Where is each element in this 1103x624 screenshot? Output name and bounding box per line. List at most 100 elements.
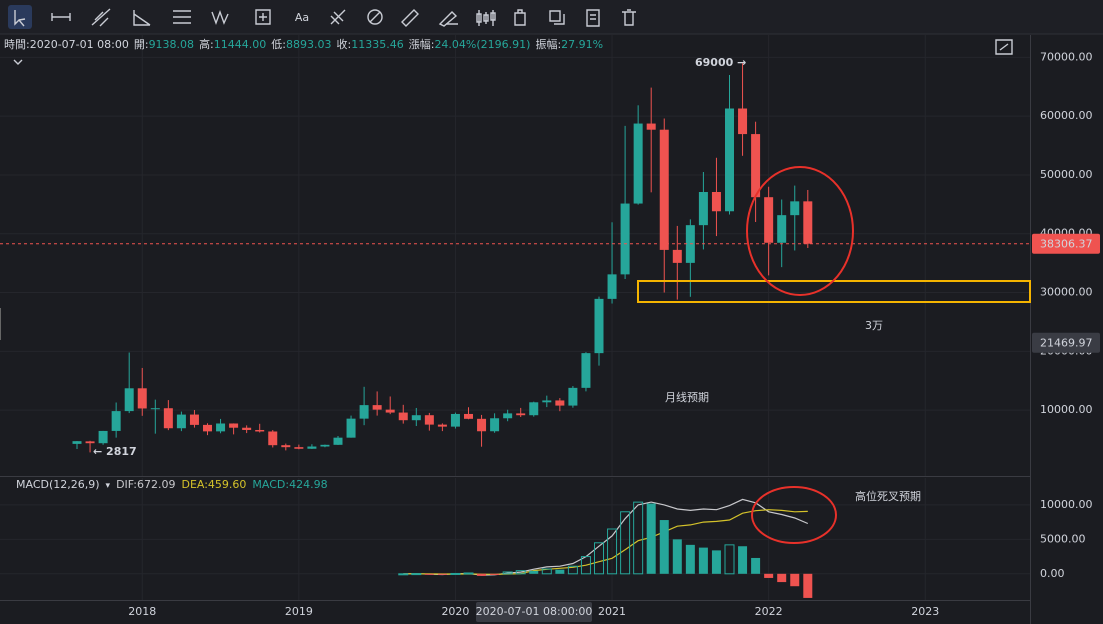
last-price-tag: [1032, 233, 1100, 254]
candle-body: [385, 409, 395, 413]
readout: MACD:424.98: [252, 478, 327, 491]
tool-lock[interactable]: [514, 9, 526, 26]
candle-body: [150, 408, 160, 410]
candle-body: [255, 429, 265, 432]
indicator-title: MACD(12,26,9): [16, 478, 100, 491]
header-label: 低:: [271, 38, 286, 51]
tool-copy[interactable]: [549, 10, 565, 25]
tool-hline[interactable]: [51, 13, 71, 21]
candle-body: [516, 413, 526, 416]
macd-histogram-bar: [398, 573, 409, 576]
x-tick-label: 2019: [285, 605, 313, 618]
last-price-label: 38306.37: [1040, 238, 1093, 251]
candle-body: [242, 427, 252, 430]
y-tick-label: 60000.00: [1040, 109, 1093, 122]
candle-body: [307, 446, 317, 449]
candle-body: [803, 201, 813, 244]
collapse-icon[interactable]: [13, 59, 23, 65]
macd-histogram-bar: [515, 570, 526, 575]
tool-pattern[interactable]: [330, 9, 346, 25]
cursor-time-tag: [476, 602, 592, 622]
macd-histogram-bar: [659, 520, 669, 574]
indicator-header: MACD(12,26,9) ▾ DIF:672.09 DEA:459.60 MACD:4…: [16, 478, 328, 491]
candle-body: [111, 411, 121, 431]
y-tick-label: 0.00: [1040, 567, 1065, 580]
header-label: 振幅:: [535, 37, 561, 51]
y-tick-label: 70000.00: [1040, 50, 1093, 63]
candle-body: [490, 418, 500, 432]
tool-brush[interactable]: [438, 11, 458, 27]
macd-histogram-bar: [555, 569, 565, 574]
y-tick-label: 50000.00: [1040, 168, 1093, 181]
macd-histogram-bar: [567, 565, 578, 575]
candle-body: [437, 424, 447, 427]
toolbar-bg: [0, 0, 1103, 34]
tool-fib[interactable]: [173, 10, 191, 24]
x-tick-label: 2021: [598, 605, 626, 618]
tool-ruler[interactable]: [401, 9, 419, 27]
macd-histogram-bar: [437, 573, 447, 575]
macd-histogram-bar: [698, 547, 708, 574]
candle-body: [163, 408, 173, 429]
macd-histogram-bar: [711, 550, 721, 574]
header-value: 11335.46: [351, 38, 404, 51]
ohlc-header: 時間:2020-07-01 08:00 開:9138.08 高:11444.00 低:…: [4, 37, 603, 51]
candle-body: [281, 445, 291, 448]
header-value: 27.91%: [561, 38, 603, 51]
cursor-time-label: 2020-07-01 08:00:00: [476, 605, 593, 618]
candle-body: [738, 108, 748, 135]
macd-histogram-bar: [490, 573, 500, 575]
tool-note[interactable]: [586, 9, 600, 27]
macd-histogram-bar: [620, 511, 631, 575]
candle-body: [620, 203, 630, 275]
candle-body: [464, 413, 473, 419]
candle-body: [294, 447, 304, 449]
candle-body: [725, 108, 734, 212]
tool-cursor[interactable]: [8, 5, 32, 29]
header-label: 漲幅:: [409, 38, 435, 51]
candle-body: [137, 388, 147, 409]
tool-delete[interactable]: [622, 9, 636, 26]
macd-histogram-bar: [777, 573, 787, 583]
candle-body: [607, 274, 617, 299]
candle-body: [346, 418, 356, 438]
candle-body: [790, 201, 800, 216]
macd-histogram-bar: [580, 556, 591, 575]
tool-cycle[interactable]: [367, 9, 383, 25]
macd-histogram-bar: [541, 568, 552, 575]
candle-body: [659, 129, 669, 250]
header-label: 收:: [337, 37, 352, 51]
macd-histogram-bar: [424, 573, 434, 575]
candle-body: [320, 444, 330, 447]
y-tick-label: 5000.00: [1040, 532, 1086, 545]
candle-body: [672, 249, 682, 263]
tool-wave[interactable]: [211, 9, 229, 26]
tool-rect[interactable]: [255, 9, 271, 25]
candle-body: [711, 191, 721, 212]
candle-body: [698, 191, 708, 226]
macd-histogram-bar: [672, 539, 682, 574]
macd-histogram-bar: [633, 501, 644, 575]
tool-angle[interactable]: [133, 10, 151, 26]
macd-histogram-bar: [502, 571, 513, 575]
candle-body: [529, 402, 539, 416]
cursor-icon: [14, 10, 26, 27]
tool-text[interactable]: Aa: [295, 11, 309, 24]
header-value: 24.04%(2196.91): [434, 38, 530, 51]
x-tick-label: 2022: [755, 605, 783, 618]
macd-histogram-bar: [685, 544, 695, 574]
plot-layer: [0, 35, 1030, 600]
fullscreen-icon[interactable]: [995, 39, 1013, 55]
dropdown: ▾: [106, 481, 111, 491]
tool-candles[interactable]: [476, 10, 496, 26]
candle-body: [189, 414, 199, 425]
tool-trend[interactable]: [91, 8, 111, 27]
candle-body: [359, 405, 369, 419]
macd-histogram-bar: [477, 573, 487, 576]
candle-body: [633, 123, 643, 204]
x-tick-label: 2020: [441, 605, 469, 618]
candle-body: [477, 418, 487, 432]
candle-body: [333, 437, 343, 445]
